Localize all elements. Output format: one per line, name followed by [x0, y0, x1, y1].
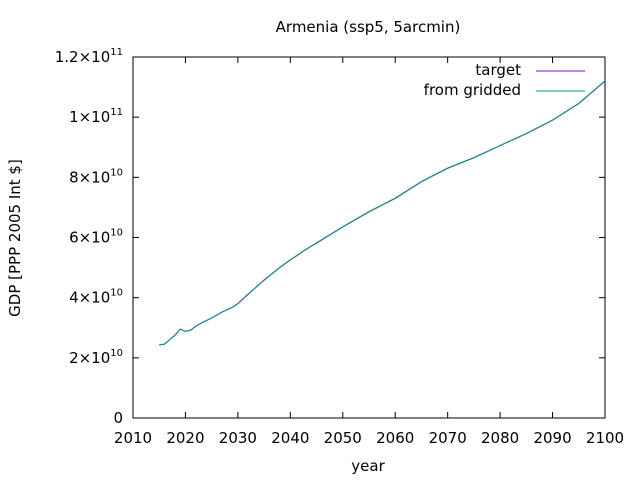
- x-tick-label: 2090: [533, 429, 571, 447]
- y-tick-label: 6×1010: [69, 228, 123, 247]
- y-tick-label: 8×1010: [69, 167, 123, 186]
- y-tick-exponent: 11: [110, 47, 123, 58]
- y-tick-label: 2×1010: [69, 348, 123, 367]
- y-tick-exponent: 10: [110, 228, 123, 239]
- legend-label: target: [475, 61, 521, 79]
- y-tick-label: 0: [113, 409, 123, 427]
- x-tick-label: 2070: [429, 429, 467, 447]
- x-tick-label: 2020: [166, 429, 204, 447]
- x-tick-label: 2060: [376, 429, 414, 447]
- plot-area-frame: [132, 56, 606, 419]
- y-tick-mantissa: 8×10: [69, 168, 110, 186]
- y-tick-mantissa: 0: [113, 409, 123, 427]
- y-axis-label: GDP [PPP 2005 Int $]: [6, 159, 24, 317]
- y-tick-mantissa: 2×10: [69, 349, 110, 367]
- y-tick-exponent: 10: [110, 167, 123, 178]
- y-tick-exponent: 11: [110, 107, 123, 118]
- x-tick-label: 2040: [271, 429, 309, 447]
- y-tick-exponent: 10: [110, 288, 123, 299]
- y-tick-mantissa: 1×10: [69, 108, 110, 126]
- y-tick-mantissa: 6×10: [69, 229, 110, 247]
- y-tick-exponent: 10: [110, 348, 123, 359]
- legend-label: from gridded: [424, 81, 521, 99]
- y-tick-label: 1.2×1011: [55, 47, 123, 66]
- y-tick-mantissa: 4×10: [69, 289, 110, 307]
- series-line-target: [159, 80, 606, 346]
- x-tick-label: 2010: [114, 429, 152, 447]
- y-tick-mantissa: 1.2×10: [55, 48, 111, 66]
- y-tick-label: 4×1010: [69, 288, 123, 307]
- x-axis-label: year: [351, 457, 385, 475]
- x-tick-label: 2050: [324, 429, 362, 447]
- y-tick-label: 1×1011: [69, 107, 123, 126]
- x-tick-label: 2100: [586, 429, 624, 447]
- series-line-from-gridded: [159, 80, 606, 346]
- chart-title: Armenia (ssp5, 5arcmin): [276, 18, 461, 36]
- x-tick-label: 2080: [481, 429, 519, 447]
- x-tick-label: 2030: [219, 429, 257, 447]
